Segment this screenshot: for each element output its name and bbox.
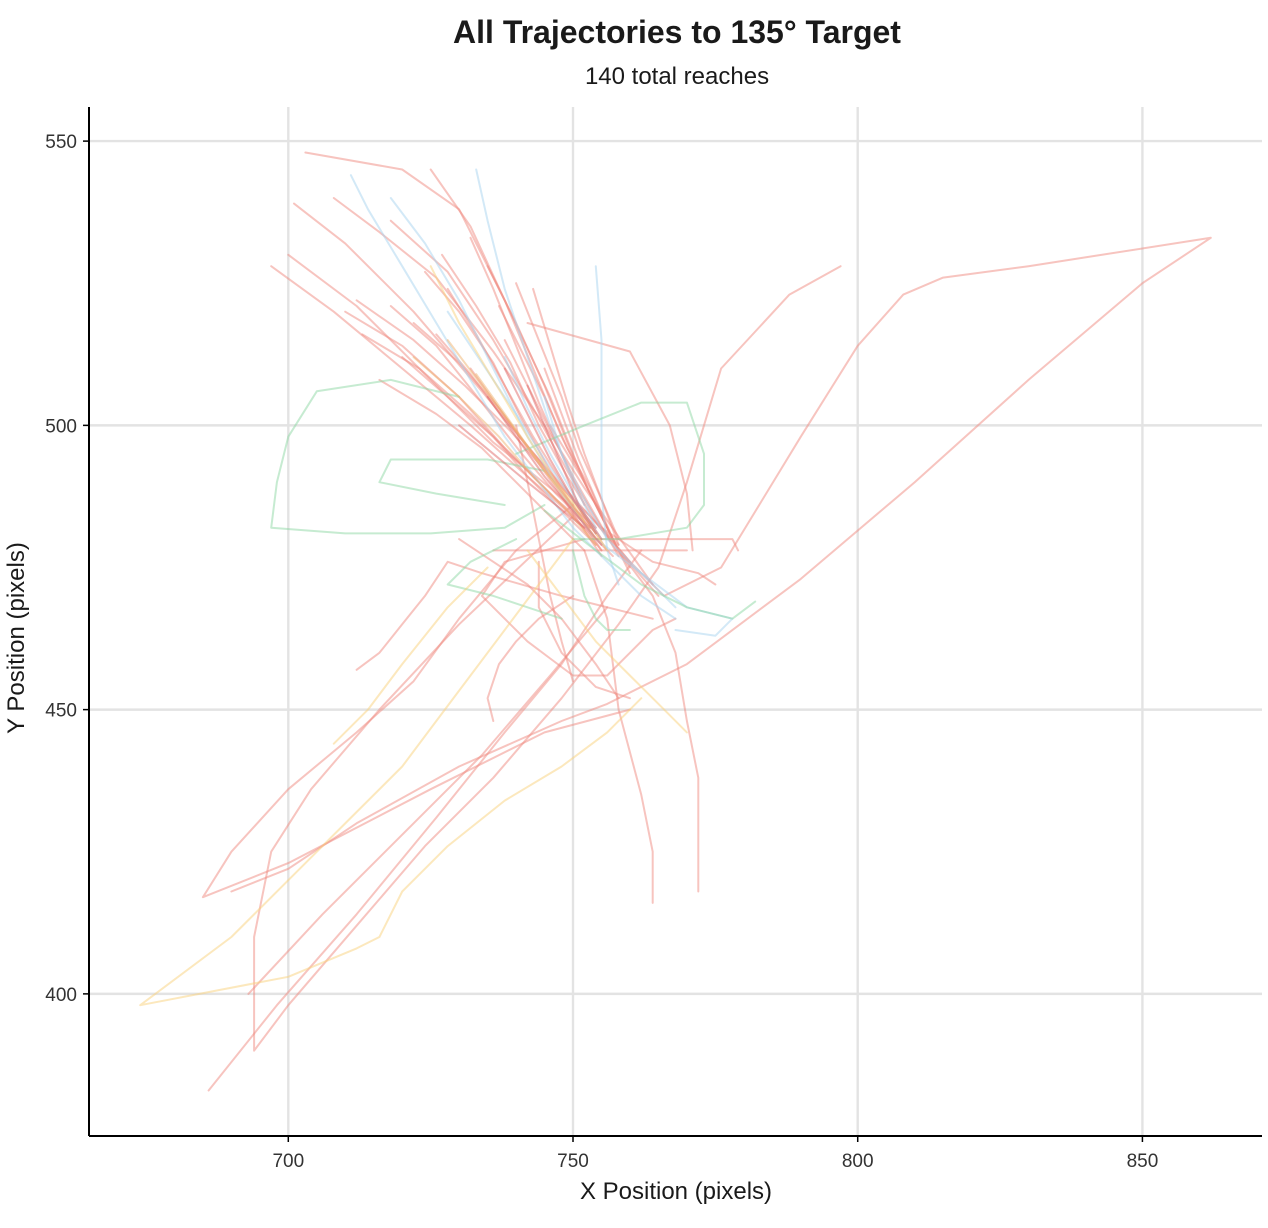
trajectory-line-55	[572, 549, 631, 631]
trajectory-line-53	[446, 538, 563, 620]
trajectory-line-59	[332, 566, 489, 745]
trajectory-line-25	[201, 504, 631, 899]
grid-lines	[89, 107, 1262, 1136]
x-tick-label-0: 700	[272, 1151, 304, 1172]
x-tick-label-3: 850	[1127, 1151, 1159, 1172]
trajectory-line-31	[480, 538, 677, 677]
y-tick-label-2: 500	[45, 416, 77, 437]
chart-subtitle: 140 total reaches	[585, 63, 769, 90]
trajectory-line-51	[515, 401, 705, 541]
trajectory-line-32	[515, 424, 574, 683]
trajectory-line-27	[207, 549, 643, 1092]
trajectory-line-30	[230, 236, 1212, 893]
chart-title: All Trajectories to 135° Target	[453, 14, 901, 50]
trajectory-line-61	[412, 356, 597, 546]
y-tick-label-1: 450	[45, 701, 77, 722]
trajectory-line-28	[247, 606, 609, 995]
y-axis-title: Y Position (pixels)	[3, 542, 30, 734]
trajectory-line-24	[600, 526, 717, 586]
trajectory-line-21	[589, 538, 740, 552]
trajectory-line-42	[486, 594, 574, 722]
trajectory-line-23	[617, 549, 700, 893]
trajectory-line-43	[349, 174, 677, 620]
trajectory-line-9	[355, 299, 620, 546]
trajectory-line-37	[401, 356, 597, 546]
trajectory-line-63	[486, 395, 603, 546]
trajectory-line-40	[543, 367, 631, 575]
y-tick-label-0: 400	[45, 985, 77, 1006]
axes	[83, 107, 1262, 1142]
x-tick-label-1: 750	[557, 1151, 589, 1172]
trajectory-line-50	[270, 378, 546, 535]
trajectory-line-58	[526, 549, 688, 734]
trajectory-line-34	[537, 560, 631, 700]
trajectory-line-44	[475, 168, 597, 529]
trajectory-line-56	[139, 538, 643, 1007]
trajectory-line-47	[543, 395, 677, 609]
trajectory-line-62	[475, 373, 586, 523]
trajectory-line-65	[526, 384, 603, 541]
trajectory-lines	[139, 151, 1212, 1092]
trajectory-line-20	[526, 322, 694, 552]
y-tick-label-3: 550	[45, 132, 77, 153]
trajectory-line-26	[253, 265, 842, 1052]
trajectory-line-52	[543, 509, 757, 620]
x-tick-label-2: 800	[842, 1151, 874, 1172]
trajectory-line-4	[389, 219, 631, 563]
trajectory-line-66	[458, 424, 586, 529]
trajectory-line-12	[441, 253, 631, 569]
trajectory-line-45	[594, 265, 620, 586]
x-axis-title: X Position (pixels)	[580, 1178, 772, 1205]
tick-labels: 700 750 800 850 400 450 500 550	[45, 132, 1158, 1172]
trajectory-line-54	[378, 458, 546, 506]
trajectory-line-29	[355, 560, 654, 671]
trajectory-line-11	[389, 305, 592, 529]
trajectory-line-36	[378, 378, 586, 552]
trajectory-line-35	[458, 538, 620, 700]
trajectory-line-64	[503, 367, 597, 535]
